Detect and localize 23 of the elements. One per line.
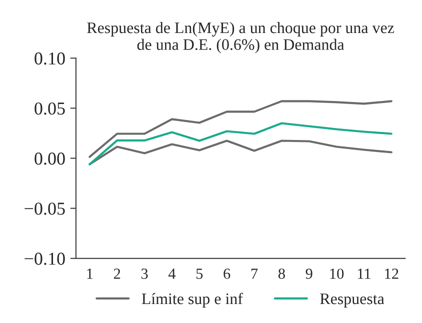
y-tick-label: −0.05 xyxy=(24,202,65,215)
line-series xyxy=(88,122,392,166)
x-tick-label: 8 xyxy=(278,268,285,279)
x-tick-label: 10 xyxy=(330,268,344,279)
y-tick-label: 0.05 xyxy=(34,102,65,115)
x-tick-label: 9 xyxy=(306,268,312,279)
line-series xyxy=(88,140,392,166)
x-tick-label: 4 xyxy=(168,268,176,279)
x-tick-label: 11 xyxy=(358,268,370,279)
x-tick-label: 3 xyxy=(141,268,148,279)
x-tick-label: 5 xyxy=(196,268,203,279)
y-tick-label: 0.10 xyxy=(34,52,65,65)
x-tick-label: 7 xyxy=(251,268,258,279)
y-tick-label: 0.00 xyxy=(34,152,65,165)
legend-label: Respuesta xyxy=(320,294,384,308)
x-tick-label: 12 xyxy=(385,268,398,279)
x-tick-label: 2 xyxy=(114,268,120,279)
line-series xyxy=(88,100,392,158)
y-tick-label: −0.10 xyxy=(24,252,65,265)
x-tick-label: 1 xyxy=(87,268,93,279)
x-tick-label: 6 xyxy=(224,268,230,279)
chart-title: Respuesta de Ln(MyE) a un choque por una vez de una D.E. (0.6%) en Demanda xyxy=(87,22,394,54)
legend-label: Límite sup e inf xyxy=(142,292,243,308)
